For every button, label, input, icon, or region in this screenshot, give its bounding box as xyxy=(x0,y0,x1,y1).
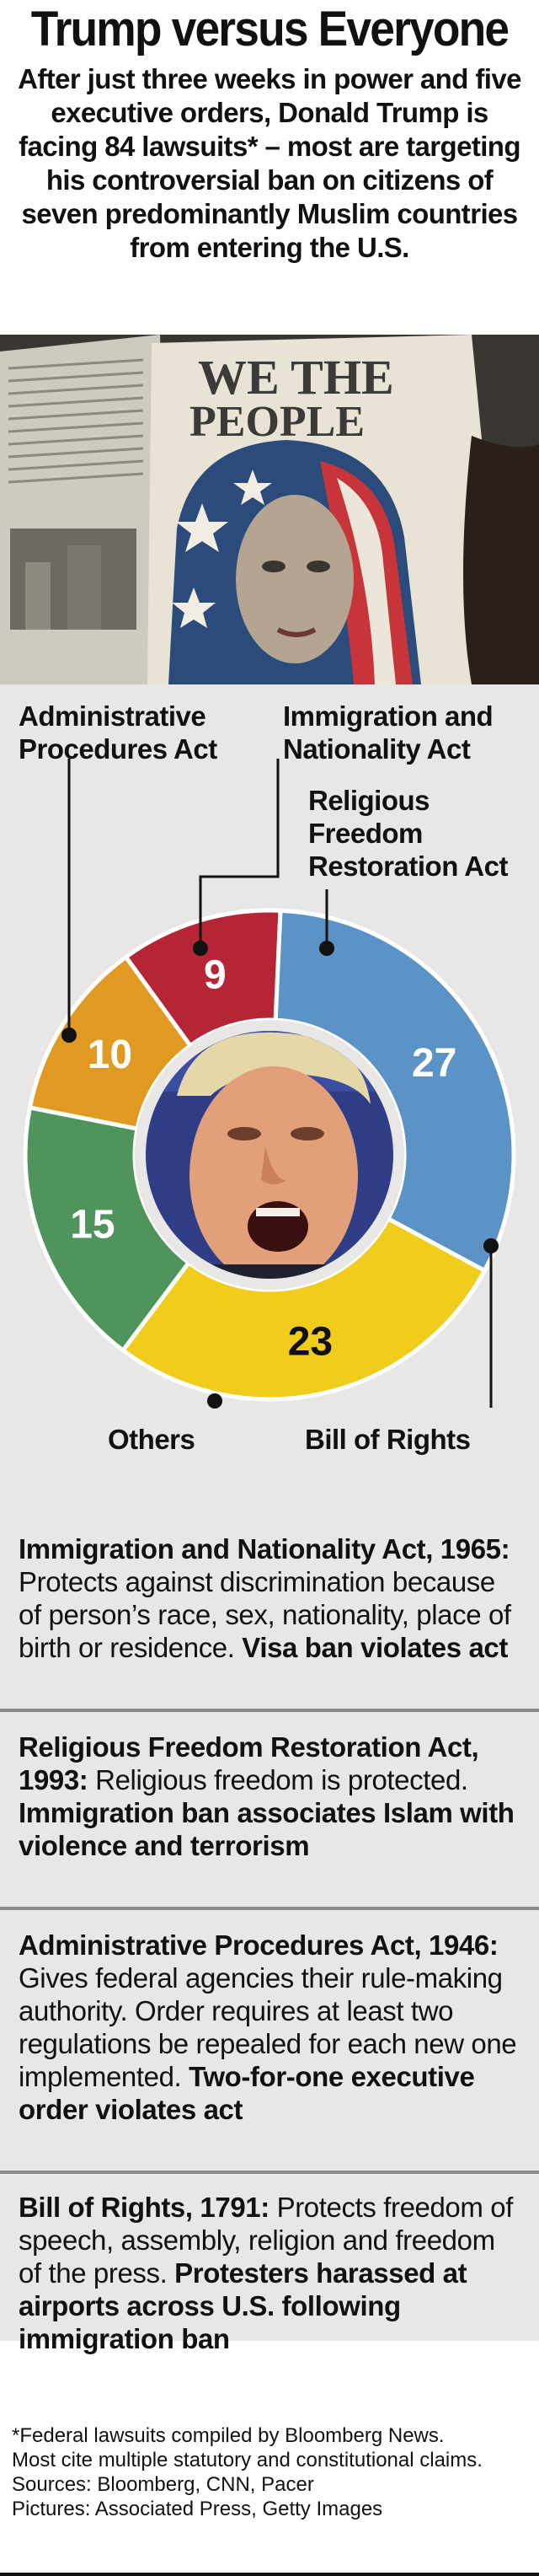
leader-dot-religious xyxy=(319,941,334,956)
section-immigration-nationality-act: Immigration and Nationality Act, 1965: P… xyxy=(19,1532,524,1664)
footnote-line: *Federal lawsuits compiled by Bloomberg … xyxy=(12,2424,445,2447)
section-religious-freedom-restoration-act: Religious Freedom Restoration Act, 1993:… xyxy=(19,1731,524,1862)
intro-text: After just three weeks in power and five… xyxy=(18,63,521,263)
section-emphasis: Protesters harassed at airports across U… xyxy=(19,2257,467,2354)
label-religious-freedom-restoration-act: Religious Freedom Restoration Act xyxy=(308,785,508,882)
footnote-line: Most cite multiple statutory and constit… xyxy=(12,2449,483,2471)
label-administrative-procedures-act: Administrative Procedures Act xyxy=(19,700,217,765)
section-text: Protects against discrimination because … xyxy=(19,1566,511,1663)
section-text: Religious freedom is protected. xyxy=(88,1764,468,1795)
leader-dot-immig xyxy=(193,941,208,956)
label-immigration-nationality-act: Immigration and Nationality Act xyxy=(283,700,494,765)
divider xyxy=(0,1709,539,1712)
poster-text-people: PEOPLE xyxy=(189,398,365,446)
section-heading: Immigration and Nationality Act, 1965: xyxy=(19,1533,510,1564)
poster-text-we-the: WE THE xyxy=(198,350,394,405)
leader-immig xyxy=(199,759,280,948)
leader-dot-bill xyxy=(483,1238,499,1253)
section-text: Protects freedom of speech, assembly, re… xyxy=(19,2192,513,2289)
bottom-rule xyxy=(0,2573,539,2576)
section-administrative-procedures-act: Administrative Procedures Act, 1946: Giv… xyxy=(19,1929,524,2126)
footnote-line: Sources: Bloomberg, CNN, Pacer xyxy=(12,2473,314,2496)
leader-dot-admin xyxy=(61,1028,77,1043)
footnotes: *Federal lawsuits compiled by Bloomberg … xyxy=(12,2423,527,2521)
donut-value-label: 10 xyxy=(88,1033,132,1077)
section-heading: Bill of Rights, 1791: xyxy=(19,2192,270,2223)
section-emphasis: Two-for-one executive order violates act xyxy=(19,2061,475,2125)
donut-value-label: 9 xyxy=(204,953,227,998)
section-emphasis: Immigration ban associates Islam with vi… xyxy=(19,1797,515,1861)
divider xyxy=(0,2171,539,2174)
leader-dot-others xyxy=(207,1393,222,1409)
section-text: Gives federal agencies their rule-making… xyxy=(19,1962,517,2092)
donut-value-label: 23 xyxy=(288,1320,333,1365)
label-others: Others xyxy=(108,1424,195,1455)
section-emphasis: Visa ban violates act xyxy=(234,1632,508,1663)
donut-chart: 9 27 23 15 10 xyxy=(23,759,516,1409)
center-portrait xyxy=(146,1031,393,1279)
donut-value-label: 27 xyxy=(412,1041,456,1086)
label-bill-of-rights: Bill of Rights xyxy=(305,1424,471,1455)
section-heading: Administrative Procedures Act, 1946: xyxy=(19,1929,499,1961)
section-bill-of-rights: Bill of Rights, 1791: Protects freedom o… xyxy=(19,2191,524,2355)
poster-photo: WE THE PEOPLE xyxy=(0,335,539,684)
footnote-line: Pictures: Associated Press, Getty Images xyxy=(12,2498,383,2520)
poster-illustration: WE THE PEOPLE xyxy=(0,335,539,684)
section-heading: Religious Freedom Restoration Act, 1993: xyxy=(19,1731,479,1795)
divider xyxy=(0,1907,539,1910)
page-title: Trump versus Everyone xyxy=(30,2,510,56)
donut-value-label: 15 xyxy=(70,1203,115,1248)
